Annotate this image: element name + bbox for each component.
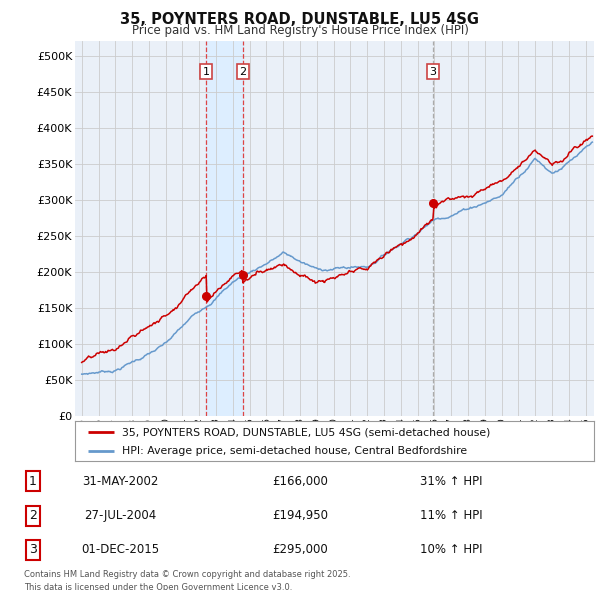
Text: £194,950: £194,950: [272, 509, 328, 522]
Text: Contains HM Land Registry data © Crown copyright and database right 2025.: Contains HM Land Registry data © Crown c…: [24, 570, 350, 579]
Text: 2: 2: [239, 67, 246, 77]
Text: 1: 1: [203, 67, 210, 77]
Text: 3: 3: [29, 543, 37, 556]
Bar: [206, 41, 242, 416]
Text: 35, POYNTERS ROAD, DUNSTABLE, LU5 4SG (semi-detached house): 35, POYNTERS ROAD, DUNSTABLE, LU5 4SG (s…: [122, 427, 490, 437]
Text: 1: 1: [29, 475, 37, 488]
Text: £166,000: £166,000: [272, 475, 328, 488]
Text: 35, POYNTERS ROAD, DUNSTABLE, LU5 4SG: 35, POYNTERS ROAD, DUNSTABLE, LU5 4SG: [121, 12, 479, 27]
Text: 11% ↑ HPI: 11% ↑ HPI: [420, 509, 482, 522]
Text: 2: 2: [29, 509, 37, 522]
Text: 3: 3: [430, 67, 437, 77]
Text: 27-JUL-2004: 27-JUL-2004: [84, 509, 156, 522]
Text: Price paid vs. HM Land Registry's House Price Index (HPI): Price paid vs. HM Land Registry's House …: [131, 24, 469, 37]
Text: 01-DEC-2015: 01-DEC-2015: [81, 543, 159, 556]
Text: HPI: Average price, semi-detached house, Central Bedfordshire: HPI: Average price, semi-detached house,…: [122, 447, 467, 456]
Text: This data is licensed under the Open Government Licence v3.0.: This data is licensed under the Open Gov…: [24, 583, 292, 590]
Text: 31% ↑ HPI: 31% ↑ HPI: [420, 475, 482, 488]
Text: £295,000: £295,000: [272, 543, 328, 556]
Text: 31-MAY-2002: 31-MAY-2002: [82, 475, 158, 488]
Text: 10% ↑ HPI: 10% ↑ HPI: [420, 543, 482, 556]
